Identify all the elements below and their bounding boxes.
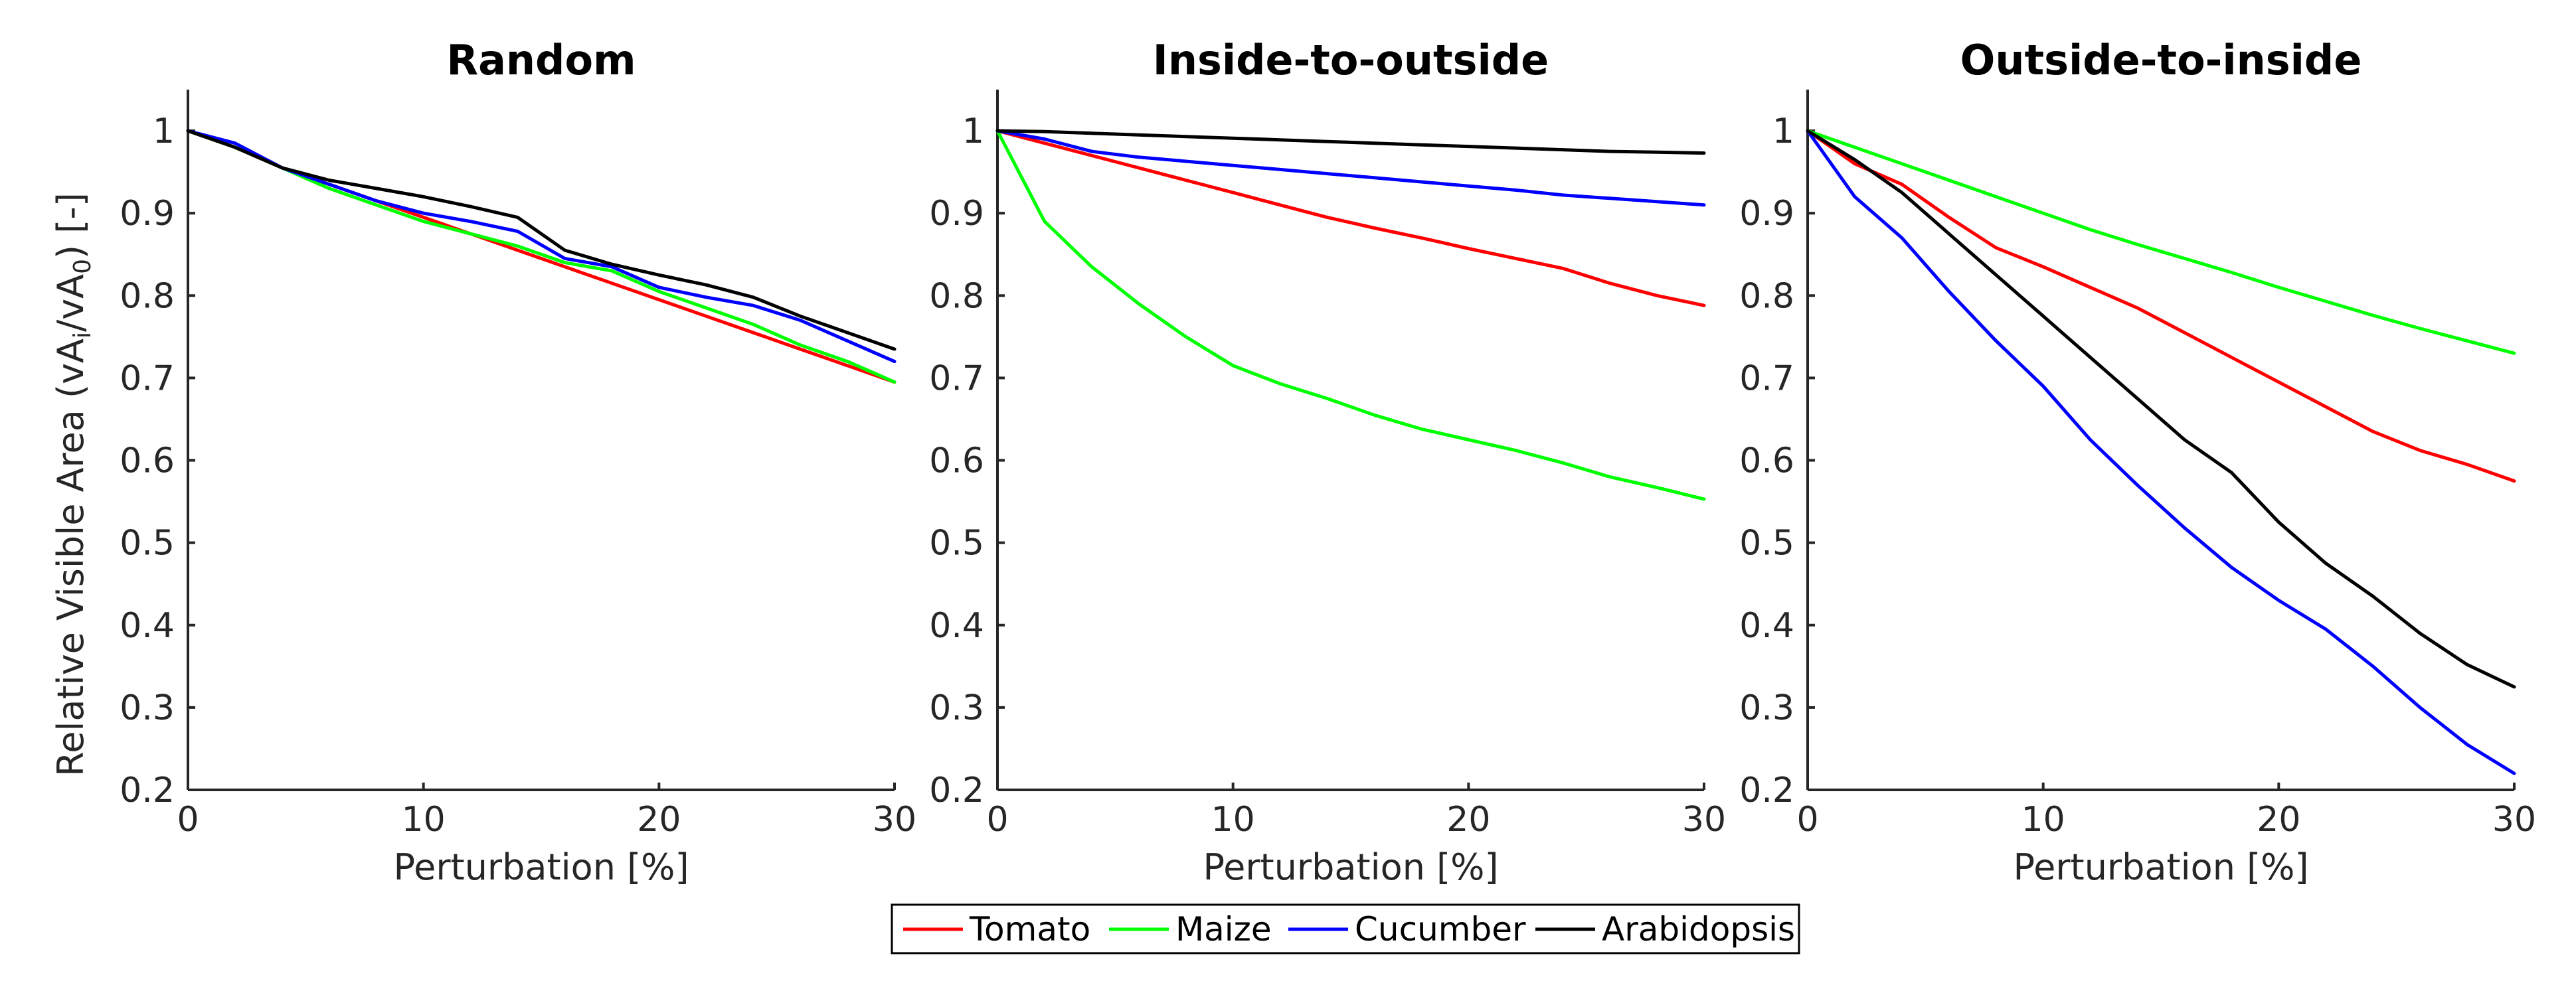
y-tick-label: 0.5 (1739, 524, 1794, 564)
y-tick-label: 0.3 (120, 688, 175, 728)
series-line-arabidopsis-random (186, 129, 897, 351)
x-axis-label: Perturbation [%] (393, 846, 689, 888)
y-tick-label: 0.2 (120, 771, 175, 810)
y-tick-label: 0.3 (929, 688, 984, 728)
x-tick-label: 0 (1796, 800, 1818, 840)
series-line-maize-inside-to-outside (995, 129, 1706, 501)
legend-label-arabidopsis: Arabidopsis (1602, 910, 1795, 949)
y-tick-label: 0.4 (1739, 606, 1794, 646)
series-line-tomato-random (186, 129, 897, 384)
y-label-sub-0: 0 (69, 259, 96, 274)
x-tick-label: 30 (2492, 800, 2536, 840)
series-line-cucumber-inside-to-outside (995, 129, 1706, 207)
panel-title-outside-to-inside: Outside-to-inside (1960, 36, 2362, 84)
series-line-maize-outside-to-inside (1806, 129, 2516, 355)
x-tick-label: 10 (1211, 800, 1255, 840)
series-line-cucumber-random (186, 129, 897, 364)
y-tick-label: 0.7 (1739, 358, 1794, 398)
y-label-mid: /vA (50, 274, 92, 332)
y-tick-label: 0.9 (1739, 194, 1794, 234)
legend-label-maize: Maize (1175, 910, 1272, 949)
y-tick-label: 0.8 (929, 276, 984, 316)
y-tick-label: 1 (962, 112, 984, 151)
panel-inside-to-outside: Inside-to-outside 0.2 0.3 0.4 0.5 0.6 0.7 0.8 0.… (929, 36, 1726, 888)
legend-label-cucumber: Cucumber (1355, 910, 1526, 949)
x-tick-label: 10 (2021, 800, 2065, 840)
x-tick-label: 20 (2257, 800, 2300, 840)
panel-outside-to-inside: Outside-to-inside 0.2 0.3 0.4 0.5 0.6 0.7 0.8 0.… (1739, 36, 2536, 888)
y-tick-label: 0.2 (1739, 771, 1794, 810)
y-tick-label: 0.8 (1739, 276, 1794, 316)
y-label-pre: Relative Visible Area (vA (50, 339, 92, 777)
y-tick-label: 1 (1772, 112, 1794, 151)
y-tick-label: 0.5 (120, 524, 175, 564)
x-tick-label: 0 (986, 800, 1008, 840)
x-tick-label: 0 (177, 800, 199, 840)
y-label-sub-i: i (69, 332, 96, 339)
series-line-arabidopsis-inside-to-outside (995, 129, 1706, 155)
y-tick-label: 0.3 (1739, 688, 1794, 728)
y-tick-label: 0.4 (929, 606, 984, 646)
series-line-tomato-outside-to-inside (1806, 129, 2516, 483)
x-axis-label: Perturbation [%] (2013, 846, 2308, 888)
y-tick-label: 0.7 (929, 358, 984, 398)
series-line-tomato-inside-to-outside (995, 129, 1706, 307)
y-tick-label: 0.6 (1739, 441, 1794, 481)
y-label-post: ) [-] (50, 192, 92, 259)
y-tick-label: 0.9 (929, 194, 984, 234)
x-axis-label: Perturbation [%] (1203, 846, 1498, 888)
series-line-arabidopsis-outside-to-inside (1806, 129, 2516, 689)
series-line-maize-random (186, 129, 897, 384)
y-tick-label: 0.2 (929, 771, 984, 810)
y-tick-label: 1 (153, 112, 175, 151)
series-line-cucumber-outside-to-inside (1806, 129, 2516, 775)
y-tick-label: 0.9 (120, 194, 175, 234)
x-tick-label: 10 (402, 800, 446, 840)
y-tick-label: 0.8 (120, 276, 175, 316)
panel-title-random: Random (446, 36, 636, 84)
panel-title-inside-to-outside: Inside-to-outside (1153, 36, 1549, 84)
x-tick-label: 20 (637, 800, 681, 840)
legend-label-tomato: Tomato (969, 910, 1090, 949)
y-axis-label: Relative Visible Area (vAi/vA0) [-] (50, 192, 96, 777)
x-tick-label: 30 (873, 800, 916, 840)
legend: Tomato Maize Cucumber Arabidopsis (891, 903, 1800, 954)
y-tick-label: 0.7 (120, 358, 175, 398)
y-tick-label: 0.6 (120, 441, 175, 481)
x-tick-label: 30 (1682, 800, 1726, 840)
x-tick-label: 20 (1446, 800, 1490, 840)
y-tick-label: 0.4 (120, 606, 175, 646)
y-tick-label: 0.5 (929, 524, 984, 564)
y-tick-label: 0.6 (929, 441, 984, 481)
